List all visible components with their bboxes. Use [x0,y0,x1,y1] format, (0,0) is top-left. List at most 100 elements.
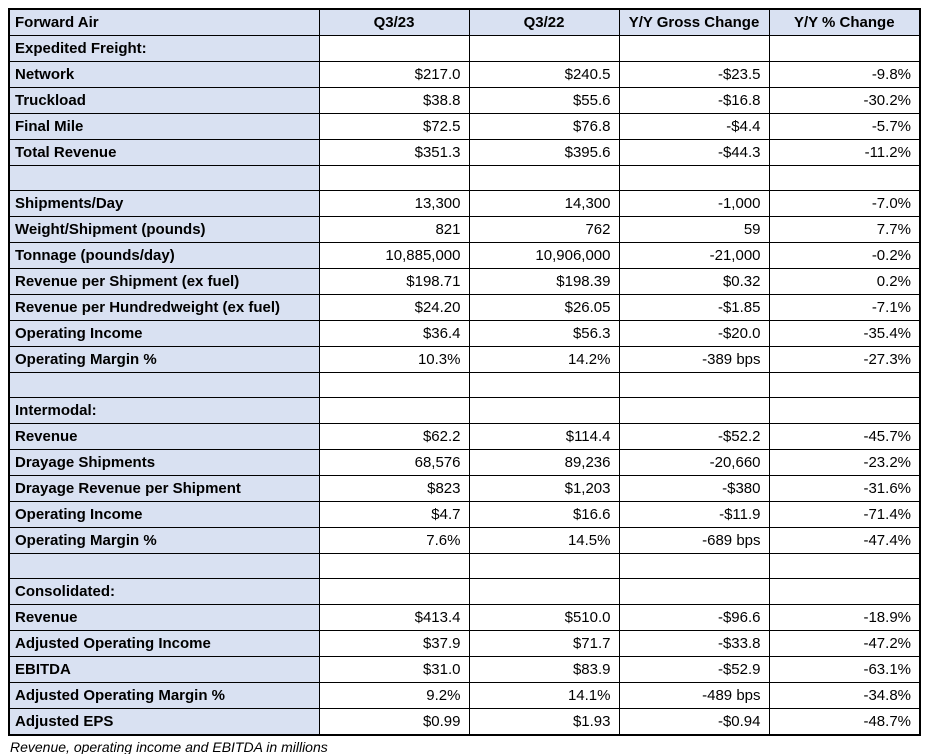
row-label: Weight/Shipment (pounds) [8,216,320,243]
value-cell [768,553,921,579]
value-cell: $24.20 [318,294,470,321]
table-row: Revenue per Hundredweight (ex fuel) $24.2… [8,294,921,321]
row-label: Shipments/Day [8,190,320,217]
value-cell [618,35,770,62]
value-cell: -0.2% [768,242,921,269]
row-label: Revenue [8,423,320,450]
value-cell: $55.6 [468,87,620,114]
table-row: Adjusted Operating Income $37.9 $71.7 -$33.… [8,630,921,657]
value-cell: -$23.5 [618,61,770,88]
table-footnote: Revenue, operating income and EBITDA in … [10,739,328,754]
value-cell: $72.5 [318,113,470,140]
value-cell: $0.99 [318,708,470,736]
table-row: Truckload $38.8 $55.6 -$16.8 -30.2% [8,87,921,114]
header-row: Forward Air Q3/23 Q3/22 Y/Y Gross Change Y/Y… [8,8,921,36]
row-label: EBITDA [8,656,320,683]
value-cell: -9.8% [768,61,921,88]
row-label: Revenue per Hundredweight (ex fuel) [8,294,320,321]
row-label: Total Revenue [8,139,320,166]
value-cell: -$96.6 [618,604,770,631]
value-cell: $413.4 [318,604,470,631]
value-cell: $26.05 [468,294,620,321]
row-label: Operating Income [8,501,320,528]
value-cell: 7.7% [768,216,921,243]
value-cell [318,372,470,398]
value-cell: -$0.94 [618,708,770,736]
value-cell: $198.71 [318,268,470,295]
value-cell: 0.2% [768,268,921,295]
table-row: Operating Income $4.7 $16.6 -$11.9 -71.4% [8,501,921,528]
value-cell: -1,000 [618,190,770,217]
value-cell [468,553,620,579]
value-cell [318,165,470,191]
value-cell: -18.9% [768,604,921,631]
column-header: Q3/22 [468,8,620,36]
section-row: Consolidated: [8,578,921,605]
value-cell: $114.4 [468,423,620,450]
spacer-row [8,372,921,398]
forward-air-metrics-table: Forward Air Q3/23 Q3/22 Y/Y Gross Change Y/Y… [8,8,921,736]
section-row: Expedited Freight: [8,35,921,62]
value-cell: $0.32 [618,268,770,295]
row-label: Operating Margin % [8,346,320,373]
value-cell: $62.2 [318,423,470,450]
row-label [8,372,320,398]
value-cell: $1,203 [468,475,620,502]
value-cell [318,553,470,579]
value-cell [768,397,921,424]
value-cell: $240.5 [468,61,620,88]
value-cell: -21,000 [618,242,770,269]
value-cell: 14.1% [468,682,620,709]
row-label: Adjusted Operating Income [8,630,320,657]
value-cell: -11.2% [768,139,921,166]
section-label: Expedited Freight: [8,35,320,62]
value-cell: 13,300 [318,190,470,217]
table-row: Operating Margin % 10.3% 14.2% -389 bps -27.… [8,346,921,373]
table-body: Expedited Freight: Network $217.0 $240.5 -$2… [8,35,921,736]
value-cell: -689 bps [618,527,770,554]
value-cell: $1.93 [468,708,620,736]
value-cell: 14.5% [468,527,620,554]
value-cell: -48.7% [768,708,921,736]
value-cell: 821 [318,216,470,243]
table-row: Revenue $413.4 $510.0 -$96.6 -18.9% [8,604,921,631]
table-row: Shipments/Day 13,300 14,300 -1,000 -7.0% [8,190,921,217]
row-label [8,165,320,191]
row-label: Adjusted EPS [8,708,320,736]
value-cell: $56.3 [468,320,620,347]
row-label: Revenue per Shipment (ex fuel) [8,268,320,295]
value-cell [468,578,620,605]
value-cell: -47.4% [768,527,921,554]
value-cell: -47.2% [768,630,921,657]
table-row: Adjusted Operating Margin % 9.2% 14.1% -489… [8,682,921,709]
value-cell: $4.7 [318,501,470,528]
value-cell: 7.6% [318,527,470,554]
table-row: Final Mile $72.5 $76.8 -$4.4 -5.7% [8,113,921,140]
value-cell: 14.2% [468,346,620,373]
row-label: Drayage Revenue per Shipment [8,475,320,502]
value-cell: -23.2% [768,449,921,476]
value-cell: 10,885,000 [318,242,470,269]
column-header: Q3/23 [318,8,470,36]
value-cell [318,397,470,424]
value-cell: -35.4% [768,320,921,347]
value-cell [768,578,921,605]
value-cell [468,372,620,398]
table-title-cell: Forward Air [8,8,320,36]
spacer-row [8,553,921,579]
spacer-row [8,165,921,191]
value-cell: 14,300 [468,190,620,217]
table-row: Revenue $62.2 $114.4 -$52.2 -45.7% [8,423,921,450]
value-cell: -389 bps [618,346,770,373]
value-cell [618,578,770,605]
value-cell [468,397,620,424]
value-cell: 762 [468,216,620,243]
value-cell: -$16.8 [618,87,770,114]
row-label: Drayage Shipments [8,449,320,476]
value-cell: -31.6% [768,475,921,502]
value-cell: -$380 [618,475,770,502]
value-cell: $38.8 [318,87,470,114]
table-row: Total Revenue $351.3 $395.6 -$44.3 -11.2% [8,139,921,166]
value-cell [468,35,620,62]
